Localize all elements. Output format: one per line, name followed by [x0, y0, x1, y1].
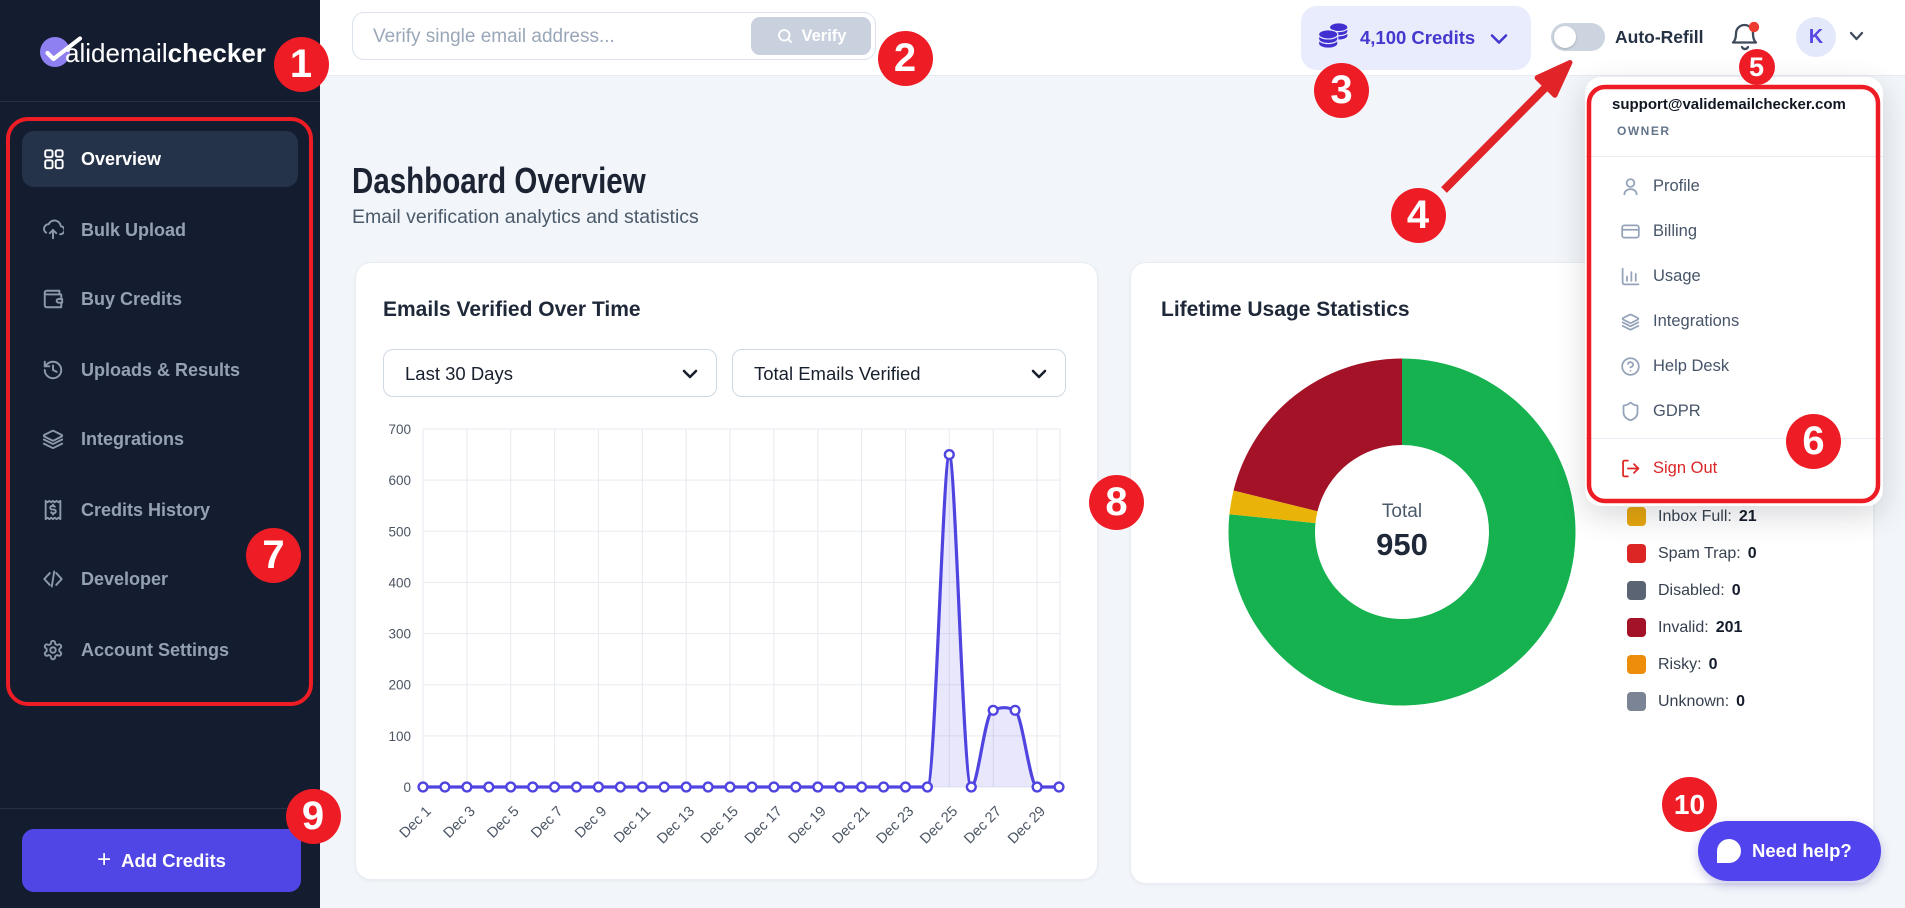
svg-text:300: 300	[388, 627, 411, 642]
svg-text:Dec 21: Dec 21	[830, 804, 874, 848]
svg-text:Dec 23: Dec 23	[874, 804, 918, 848]
svg-text:Dec 17: Dec 17	[742, 804, 786, 848]
svg-text:Dec 5: Dec 5	[484, 804, 522, 842]
svg-text:Dec 15: Dec 15	[698, 804, 742, 848]
svg-text:Dec 13: Dec 13	[654, 804, 698, 848]
svg-text:0: 0	[403, 780, 411, 795]
svg-text:100: 100	[388, 729, 411, 744]
svg-text:Dec 19: Dec 19	[786, 804, 830, 848]
svg-text:Dec 29: Dec 29	[1005, 804, 1049, 848]
svg-text:Dec 3: Dec 3	[441, 804, 479, 842]
svg-text:Dec 25: Dec 25	[917, 804, 961, 848]
svg-text:700: 700	[388, 422, 411, 437]
svg-text:Dec 9: Dec 9	[572, 804, 610, 842]
svg-text:600: 600	[388, 473, 411, 488]
svg-text:Dec 1: Dec 1	[397, 804, 435, 842]
svg-text:400: 400	[388, 575, 411, 590]
svg-text:Dec 7: Dec 7	[528, 804, 566, 842]
svg-text:Dec 11: Dec 11	[611, 804, 654, 847]
svg-text:500: 500	[388, 524, 411, 539]
svg-text:Dec 27: Dec 27	[961, 804, 1005, 848]
svg-text:200: 200	[388, 678, 411, 693]
